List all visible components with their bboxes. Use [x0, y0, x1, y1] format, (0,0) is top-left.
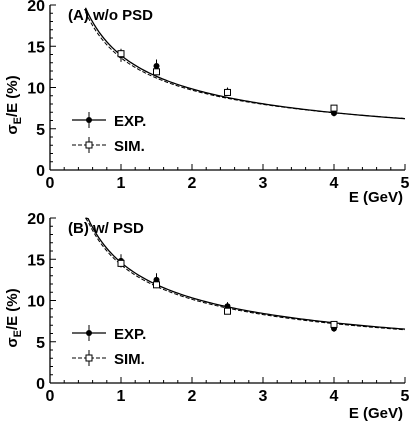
panel-a-fit-curve-exp	[84, 7, 406, 120]
panel-b-y-tick-label: 0	[36, 376, 45, 393]
panel-b-legend-exp-label: EXP.	[114, 326, 146, 343]
panel-b-fit-curves	[85, 217, 406, 331]
panel-b-x-tick-label: 5	[401, 388, 409, 405]
panel-a-y-tick-label: 5	[36, 122, 45, 139]
panel-b-y-label-sub: E	[12, 330, 24, 337]
panel-a-legend-sim-label: SIM.	[114, 138, 145, 155]
panel-a-x-tick-label: 4	[330, 175, 339, 192]
panel-b-data-points	[117, 254, 338, 332]
panel-b-sim-point	[330, 320, 338, 328]
panel-a-legend-exp-label: EXP.	[114, 113, 146, 130]
panel-a-y-label-sigma: σ	[4, 124, 21, 134]
panel-a-x-tick-label: 3	[259, 175, 268, 192]
panel-b-x-tick-label: 2	[188, 388, 197, 405]
panel-a-y-label-rest: /E (%)	[4, 75, 21, 117]
panel-b-legend-sim-marker	[85, 354, 93, 362]
panel-b-x-tick-label: 0	[46, 388, 55, 405]
panel-a-sim-point	[224, 88, 231, 96]
panel-b-y-axis-label: σE/E (%)	[4, 288, 24, 347]
panel-a-x-tick-label: 2	[188, 175, 197, 192]
panel-a: 0 1 2 3 4 5 0 5 10 15 20 (A) w/o PSD EXP. SIM. E (G…	[4, 0, 409, 206]
panel-b-x-tick-label: 3	[259, 388, 268, 405]
panel-b-y-label-sigma: σ	[4, 337, 21, 347]
panel-a-x-tick-label: 0	[46, 175, 55, 192]
panel-a-sim-point	[117, 50, 125, 58]
panel-b-sim-point	[117, 259, 125, 267]
panel-a-legend: EXP. SIM.	[72, 112, 146, 155]
panel-a-data-points	[117, 48, 338, 117]
panel-a-x-tick-label: 1	[117, 175, 126, 192]
panel-b-title: (B) w/ PSD	[68, 220, 144, 237]
panel-b-axes: 0 1 2 3 4 5 0 5 10 15 20	[27, 211, 409, 405]
panel-a-legend-sim-marker	[85, 141, 93, 149]
panel-a-y-tick-label: 0	[36, 163, 45, 180]
panel-b-y-tick-label: 10	[27, 294, 45, 311]
panel-b-x-tick-label: 4	[330, 388, 339, 405]
panel-a-exp-point	[153, 63, 160, 70]
panel-a-axes: 0 1 2 3 4 5 0 5 10 15 20	[27, 0, 409, 192]
panel-b-y-tick-label: 15	[27, 252, 45, 269]
panel-a-y-tick-label: 20	[27, 0, 45, 15]
panel-a-sim-point	[330, 104, 338, 112]
panel-b: 0 1 2 3 4 5 0 5 10 15 20 (B) w/ PSD EXP. SIM. E (Ge…	[4, 211, 409, 422]
panel-a-y-label-sub: E	[12, 117, 24, 124]
panel-a-fit-curve-sim	[85, 11, 406, 119]
panel-b-legend-exp-marker	[86, 330, 92, 336]
panel-b-fit-curve-exp	[85, 217, 406, 330]
panel-a-y-tick-label: 10	[27, 81, 45, 98]
panel-b-sim-point	[153, 281, 160, 289]
panel-b-x-tick-label: 1	[117, 388, 126, 405]
panel-b-legend-sim-label: SIM.	[114, 351, 145, 368]
panel-b-y-tick-label: 5	[36, 335, 45, 352]
panel-b-fit-curve-sim	[85, 217, 406, 331]
panel-b-sim-point	[224, 307, 231, 315]
panel-b-y-label-rest: /E (%)	[4, 288, 21, 330]
panel-b-y-tick-label: 20	[27, 211, 45, 228]
panel-a-y-tick-label: 15	[27, 39, 45, 56]
panel-a-legend-exp-marker	[86, 117, 92, 123]
panel-a-y-axis-label: σE/E (%)	[4, 75, 24, 134]
panel-b-legend: EXP. SIM.	[72, 325, 146, 368]
panel-a-fit-curves	[84, 7, 406, 120]
panel-b-x-axis-label: E (GeV)	[349, 405, 403, 422]
panel-a-x-tick-label: 5	[401, 175, 409, 192]
panel-a-x-axis-label: E (GeV)	[349, 189, 403, 206]
panel-a-sim-point	[153, 68, 160, 76]
panel-a-title: (A) w/o PSD	[68, 7, 153, 24]
